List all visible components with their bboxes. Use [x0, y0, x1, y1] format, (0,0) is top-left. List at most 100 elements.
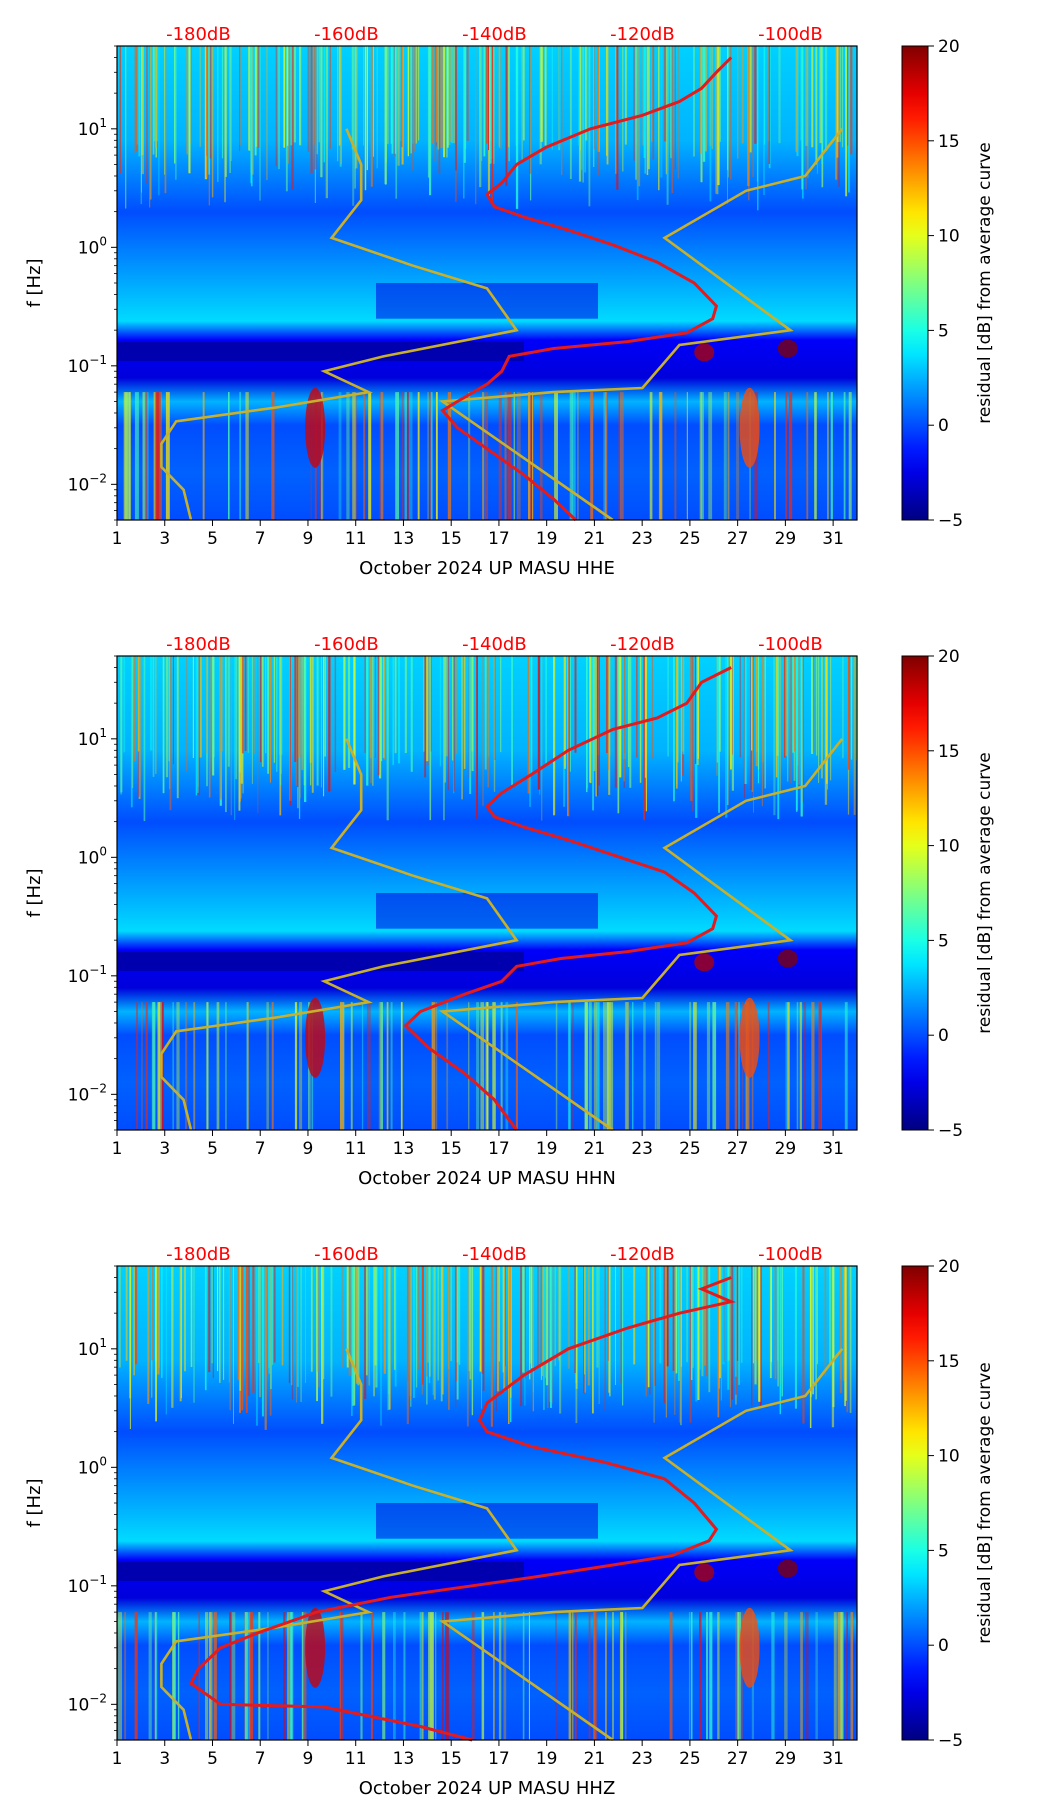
x-tick-label: 21 — [584, 1749, 606, 1769]
x-tick-label: 23 — [631, 529, 653, 549]
colorbar-tick-label: 20 — [938, 647, 960, 667]
noise-model-curve-0 — [160, 128, 519, 521]
mean-psd-curve — [403, 666, 732, 1131]
x-tick-label: 3 — [159, 1749, 170, 1769]
x-tick-label: 29 — [775, 529, 797, 549]
x-tick-label: 29 — [775, 1749, 797, 1769]
x-tick-label: 21 — [584, 529, 606, 549]
colorbar-tick-label: 5 — [938, 321, 949, 341]
colorbar-tick-label: 15 — [938, 742, 960, 762]
x-tick-label: 13 — [393, 529, 415, 549]
db-scale-label: -140dB — [462, 24, 527, 45]
colorbar — [901, 655, 929, 1131]
y-tick-label: 10−2 — [68, 471, 107, 495]
x-tick-label: 3 — [159, 529, 170, 549]
x-tick-label: 3 — [159, 1139, 170, 1159]
x-tick-label: 31 — [822, 529, 844, 549]
colorbar-tick-label: 10 — [938, 1447, 960, 1467]
colorbar-tick-label: −5 — [938, 1121, 963, 1141]
colorbar-tick-label: 5 — [938, 1541, 949, 1561]
db-scale-label: -120dB — [610, 24, 675, 45]
db-scale-label: -100dB — [758, 634, 823, 655]
colorbar-tick-label: 10 — [938, 837, 960, 857]
heatmap-texture — [117, 1266, 854, 1741]
x-tick-label: 19 — [536, 529, 558, 549]
heatmap-texture — [117, 46, 853, 521]
colorbar-label: residual [dB] from average curve — [975, 142, 995, 423]
colorbar-tick-label: 0 — [938, 1636, 949, 1656]
x-tick-label: 9 — [303, 1749, 314, 1769]
x-tick-label: 7 — [255, 1749, 266, 1769]
x-tick-label: 15 — [440, 529, 462, 549]
y-tick-label: 100 — [78, 234, 107, 258]
x-tick-label: 29 — [775, 1139, 797, 1159]
x-tick-label: 31 — [822, 1749, 844, 1769]
y-tick-label: 10−2 — [68, 1691, 107, 1715]
x-tick-label: 19 — [536, 1749, 558, 1769]
noise-model-curve-0 — [160, 1348, 519, 1741]
x-tick-label: 11 — [345, 1139, 367, 1159]
x-tick-label: 17 — [488, 529, 510, 549]
db-scale-label: -180dB — [166, 634, 231, 655]
x-axis-label: October 2024 UP MASU HHE — [359, 558, 615, 579]
y-axis-label: f [Hz] — [24, 1478, 45, 1527]
x-tick-label: 17 — [488, 1139, 510, 1159]
colorbar-tick-label: 20 — [938, 1257, 960, 1277]
x-tick-label: 17 — [488, 1749, 510, 1769]
noise-model-curve-0 — [160, 738, 519, 1131]
x-tick-label: 5 — [207, 529, 218, 549]
x-tick-label: 25 — [679, 1139, 701, 1159]
y-tick-label: 100 — [78, 844, 107, 868]
db-scale-label: -180dB — [166, 24, 231, 45]
x-tick-label: 21 — [584, 1139, 606, 1159]
noise-model-curve-1 — [438, 737, 844, 1132]
y-tick-label: 101 — [78, 116, 107, 140]
x-tick-label: 31 — [822, 1139, 844, 1159]
x-tick-label: 1 — [112, 529, 123, 549]
y-tick-label: 10−1 — [68, 353, 107, 377]
db-scale-label: -180dB — [166, 1244, 231, 1265]
y-axis-label: f [Hz] — [24, 258, 45, 307]
y-tick-label: 10−2 — [68, 1081, 107, 1105]
colorbar-label: residual [dB] from average curve — [975, 1362, 995, 1643]
y-axis-label: f [Hz] — [24, 868, 45, 917]
x-tick-label: 25 — [679, 1749, 701, 1769]
x-tick-label: 27 — [727, 1749, 749, 1769]
x-tick-label: 9 — [303, 1139, 314, 1159]
y-tick-label: 10−1 — [68, 963, 107, 987]
x-tick-label: 7 — [255, 1139, 266, 1159]
colorbar-tick-label: 20 — [938, 37, 960, 57]
x-tick-label: 1 — [112, 1139, 123, 1159]
x-tick-label: 9 — [303, 529, 314, 549]
colorbar-tick-label: 0 — [938, 416, 949, 436]
colorbar-tick-label: 15 — [938, 132, 960, 152]
colorbar-tick-label: 15 — [938, 1352, 960, 1372]
db-scale-label: -140dB — [462, 1244, 527, 1265]
x-tick-label: 11 — [345, 1749, 367, 1769]
y-tick-label: 10−1 — [68, 1573, 107, 1597]
x-tick-label: 23 — [631, 1139, 653, 1159]
y-tick-label: 100 — [78, 1454, 107, 1478]
x-tick-label: 23 — [631, 1749, 653, 1769]
db-scale-label: -100dB — [758, 24, 823, 45]
x-tick-label: 15 — [440, 1749, 462, 1769]
x-tick-label: 27 — [727, 1139, 749, 1159]
mean-psd-curve — [440, 56, 733, 522]
noise-model-curve-1 — [438, 127, 844, 522]
colorbar-tick-label: 5 — [938, 931, 949, 951]
colorbar-tick-label: −5 — [938, 511, 963, 531]
x-tick-label: 19 — [536, 1139, 558, 1159]
x-tick-label: 13 — [393, 1749, 415, 1769]
x-tick-label: 7 — [255, 529, 266, 549]
x-tick-label: 15 — [440, 1139, 462, 1159]
x-tick-label: 11 — [345, 529, 367, 549]
x-tick-label: 5 — [207, 1749, 218, 1769]
x-tick-label: 1 — [112, 1749, 123, 1769]
x-tick-label: 27 — [727, 529, 749, 549]
y-tick-label: 101 — [78, 726, 107, 750]
db-scale-label: -100dB — [758, 1244, 823, 1265]
db-scale-label: -160dB — [314, 1244, 379, 1265]
